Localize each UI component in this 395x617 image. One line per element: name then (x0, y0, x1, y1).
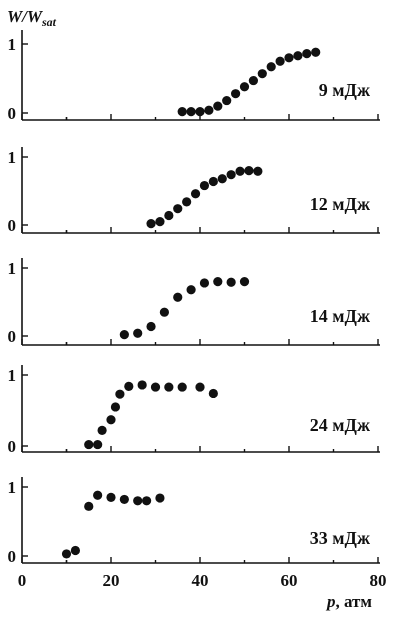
data-point (284, 53, 294, 63)
panel-energy-label: 33 мДж (310, 528, 371, 548)
data-point (244, 166, 254, 176)
data-point (182, 197, 192, 207)
data-point (159, 307, 169, 317)
data-point (177, 382, 187, 392)
data-point (155, 493, 165, 503)
data-point (93, 439, 103, 450)
y-tick-label: 0 (8, 547, 17, 566)
data-point (124, 381, 134, 391)
data-point (253, 166, 263, 176)
panel-energy-label: 9 мДж (319, 80, 371, 100)
data-point (186, 285, 196, 295)
data-point (119, 330, 129, 340)
y-tick-label: 0 (8, 327, 17, 346)
data-point (208, 176, 218, 187)
data-point (235, 166, 245, 176)
x-tick-label: 80 (370, 571, 387, 590)
data-point (119, 494, 129, 505)
data-point (84, 501, 94, 511)
x-axis-label-unit: , атм (336, 592, 373, 611)
data-point (133, 328, 143, 338)
data-point (61, 549, 72, 559)
data-point (275, 56, 285, 66)
y-tick-label: 1 (8, 148, 17, 167)
data-point (311, 47, 321, 57)
data-point (146, 321, 156, 332)
y-tick-label: 1 (8, 259, 17, 278)
data-point (213, 101, 223, 111)
data-point (106, 492, 116, 502)
data-point (155, 217, 165, 227)
data-point (239, 277, 250, 287)
data-point (133, 496, 143, 506)
x-tick-label: 40 (192, 571, 209, 590)
data-point (217, 174, 227, 184)
data-point (177, 107, 187, 117)
data-point (84, 439, 94, 450)
data-point (70, 545, 80, 556)
y-tick-label: 0 (8, 216, 17, 235)
x-tick-label: 0 (18, 571, 27, 590)
data-point (164, 210, 174, 221)
data-point (248, 75, 258, 86)
data-point (208, 388, 218, 399)
data-point (199, 180, 210, 191)
data-point (199, 278, 210, 288)
data-point (231, 89, 241, 99)
y-axis-label-subscript: sat (41, 15, 57, 29)
data-point (222, 95, 232, 106)
x-tick-label: 60 (281, 571, 298, 590)
y-tick-label: 0 (8, 104, 17, 123)
data-point (195, 382, 205, 392)
data-point (115, 389, 125, 399)
y-axis-label: W/Wsat (7, 7, 57, 29)
data-point (93, 490, 103, 500)
data-point (173, 204, 183, 214)
data-point (173, 292, 183, 302)
data-point (293, 51, 303, 61)
data-point (110, 402, 121, 412)
data-point (164, 382, 174, 392)
data-point (257, 69, 267, 79)
data-point (106, 415, 116, 425)
data-point (204, 105, 214, 115)
data-point (302, 49, 312, 59)
data-point (142, 496, 152, 506)
data-point (226, 277, 236, 287)
data-point (97, 425, 107, 435)
data-point (150, 382, 161, 392)
data-point (213, 277, 223, 287)
data-point (239, 82, 250, 92)
data-point (266, 62, 276, 72)
y-tick-label: 0 (8, 437, 17, 456)
data-point (137, 380, 147, 390)
data-point (186, 107, 196, 117)
panel-energy-label: 12 мДж (310, 194, 371, 214)
panel-energy-label: 24 мДж (310, 415, 371, 435)
x-axis-label-variable: p (325, 592, 336, 611)
data-point (190, 189, 201, 199)
y-axis-label-main: W/W (7, 7, 44, 26)
x-axis-label: p, атм (325, 592, 372, 611)
panel-energy-label: 14 мДж (310, 306, 371, 326)
x-tick-label: 20 (103, 571, 120, 590)
data-point (195, 107, 205, 117)
y-tick-label: 1 (8, 35, 17, 54)
y-tick-label: 1 (8, 478, 17, 497)
data-point (226, 170, 236, 180)
data-point (146, 219, 156, 229)
y-tick-label: 1 (8, 366, 17, 385)
